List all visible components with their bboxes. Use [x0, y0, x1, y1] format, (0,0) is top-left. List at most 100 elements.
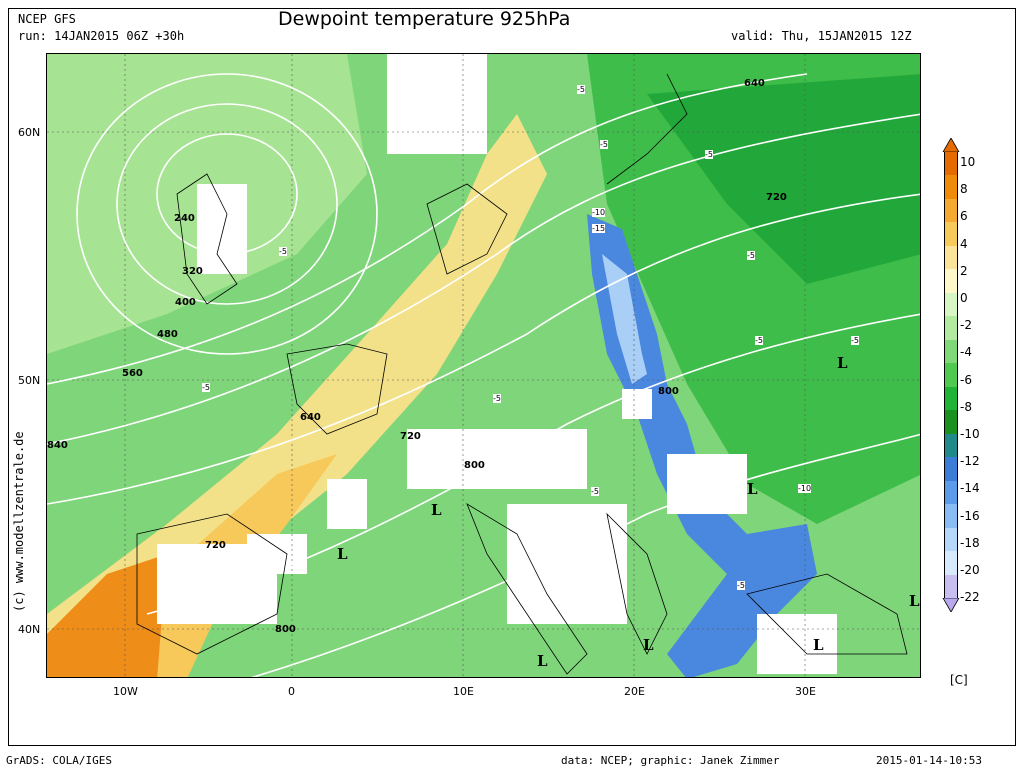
- colorbar-label: -6: [960, 372, 972, 387]
- dewpoint-label: -5: [600, 140, 608, 149]
- colorbar-swatch: [944, 386, 958, 411]
- dewpoint-label: -5: [493, 394, 501, 403]
- colorbar-swatch: [944, 551, 958, 576]
- lat-label-50n: 50N: [18, 374, 41, 387]
- colorbar-label: 4: [960, 236, 968, 251]
- colorbar-swatch: [944, 504, 958, 529]
- colorbar-top-arrow: [942, 138, 960, 152]
- footer-software: GrADS: COLA/IGES: [6, 754, 112, 767]
- colorbar-label: -14: [960, 481, 980, 496]
- colorbar-swatch: [944, 292, 958, 317]
- lon-label-20e: 20E: [624, 685, 645, 698]
- low-marker: L: [837, 354, 848, 372]
- colorbar-label: 2: [960, 263, 968, 278]
- isohypse-label: 240: [174, 213, 195, 224]
- figure-frame: [8, 8, 1016, 746]
- map-title: Dewpoint temperature 925hPa: [278, 8, 571, 30]
- colorbar-swatch: [944, 527, 958, 552]
- dewpoint-label: -5: [705, 150, 713, 159]
- colorbar-swatch: [944, 222, 958, 247]
- isohypse-label: 720: [400, 431, 421, 442]
- low-marker: L: [747, 480, 758, 498]
- isohypse-label: 720: [766, 192, 787, 203]
- dewpoint-map: 240 320 400 480 560 640 720 800 840 640 …: [46, 53, 921, 678]
- isohypses: [47, 73, 920, 677]
- colorbar-label: -10: [960, 427, 980, 441]
- isohypse-label: 560: [122, 368, 143, 379]
- lon-label-10w: 10W: [113, 685, 138, 698]
- colorbar-bottom-arrow: [942, 598, 960, 612]
- dewpoint-label: -5: [755, 336, 763, 345]
- colorbar-label: -2: [960, 318, 972, 333]
- dewpoint-label: -5: [737, 581, 745, 590]
- colorbar-swatch: [944, 269, 958, 294]
- map-graphic: [47, 54, 920, 677]
- lon-label-30e: 30E: [795, 685, 816, 698]
- lat-label-60n: 60N: [18, 126, 41, 139]
- dewpoint-label: -10: [798, 484, 812, 493]
- footer-timestamp: 2015-01-14-10:53: [876, 754, 982, 767]
- low-marker: L: [643, 636, 654, 654]
- isohypse-label: 480: [157, 329, 178, 340]
- low-marker: L: [813, 636, 824, 654]
- colorbar-unit: [C]: [950, 673, 968, 687]
- colorbar-swatch: [944, 457, 958, 482]
- isohypse-label: 800: [658, 386, 679, 397]
- colorbar-swatch: [944, 245, 958, 270]
- colorbar-label: -18: [960, 535, 980, 550]
- isohypse-label: 720: [205, 540, 226, 551]
- dewpoint-label: -10: [592, 208, 606, 217]
- colorbar-label: -20: [960, 563, 980, 577]
- low-marker: L: [337, 545, 348, 563]
- lon-label-0: 0: [288, 685, 295, 698]
- isohypse-label: 640: [300, 412, 321, 423]
- colorbar-label: 0: [960, 291, 968, 305]
- very-dry-band: [587, 214, 817, 677]
- low-marker: L: [431, 501, 442, 519]
- isohypse-label: 800: [464, 460, 485, 471]
- colorbar-swatch: [944, 574, 958, 599]
- coastlines: [136, 73, 908, 675]
- credit-vertical: (c) www.modellzentrale.de: [12, 431, 26, 612]
- colorbar-label: -12: [960, 454, 980, 469]
- low-marker: L: [909, 592, 920, 610]
- dewpoint-label: -5: [747, 251, 755, 260]
- lat-label-40n: 40N: [18, 623, 41, 636]
- footer-credit: data: NCEP; graphic: Janek Zimmer: [561, 754, 780, 767]
- colorbar-swatch: [944, 152, 958, 176]
- isohypse-label: 640: [744, 78, 765, 89]
- dewpoint-label: -5: [279, 247, 287, 256]
- isohypse-label: 320: [182, 266, 203, 277]
- lat-lon-grid: [47, 54, 920, 677]
- isohypse-label: 840: [47, 440, 68, 451]
- colorbar-label: 10: [960, 155, 976, 169]
- isohypse-label: 800: [275, 624, 296, 635]
- colorbar-label: 6: [960, 209, 968, 224]
- driest-core: [602, 254, 647, 384]
- dewpoint-label: -5: [202, 383, 210, 392]
- dewpoint-label: -5: [851, 336, 859, 345]
- colorbar-label: -16: [960, 508, 980, 523]
- colorbar-swatch: [944, 175, 958, 200]
- colorbar-swatch: [944, 410, 958, 435]
- dewpoint-label: -15: [592, 224, 606, 233]
- dewpoint-label: -5: [591, 487, 599, 496]
- run-label: run: 14JAN2015 06Z +30h: [18, 29, 185, 43]
- colorbar-swatch: [944, 339, 958, 364]
- moist-tongue: [47, 114, 547, 677]
- valid-label: valid: Thu, 15JAN2015 12Z: [731, 29, 912, 43]
- colorbar-label: -22: [960, 590, 980, 605]
- colorbar-swatch: [944, 480, 958, 505]
- low-marker: L: [537, 652, 548, 670]
- colorbar-swatch: [944, 316, 958, 341]
- dewpoint-label: -5: [577, 85, 585, 94]
- model-label: NCEP GFS: [18, 12, 76, 26]
- darker-region-northeast: [647, 74, 920, 284]
- lon-label-10e: 10E: [453, 685, 474, 698]
- isohypse-label: 400: [175, 297, 196, 308]
- colorbar-swatch: [944, 433, 958, 458]
- colorbar-label: 8: [960, 182, 968, 197]
- colorbar-swatch: [944, 198, 958, 223]
- colorbar-label: -8: [960, 399, 972, 414]
- colorbar-swatch: [944, 363, 958, 388]
